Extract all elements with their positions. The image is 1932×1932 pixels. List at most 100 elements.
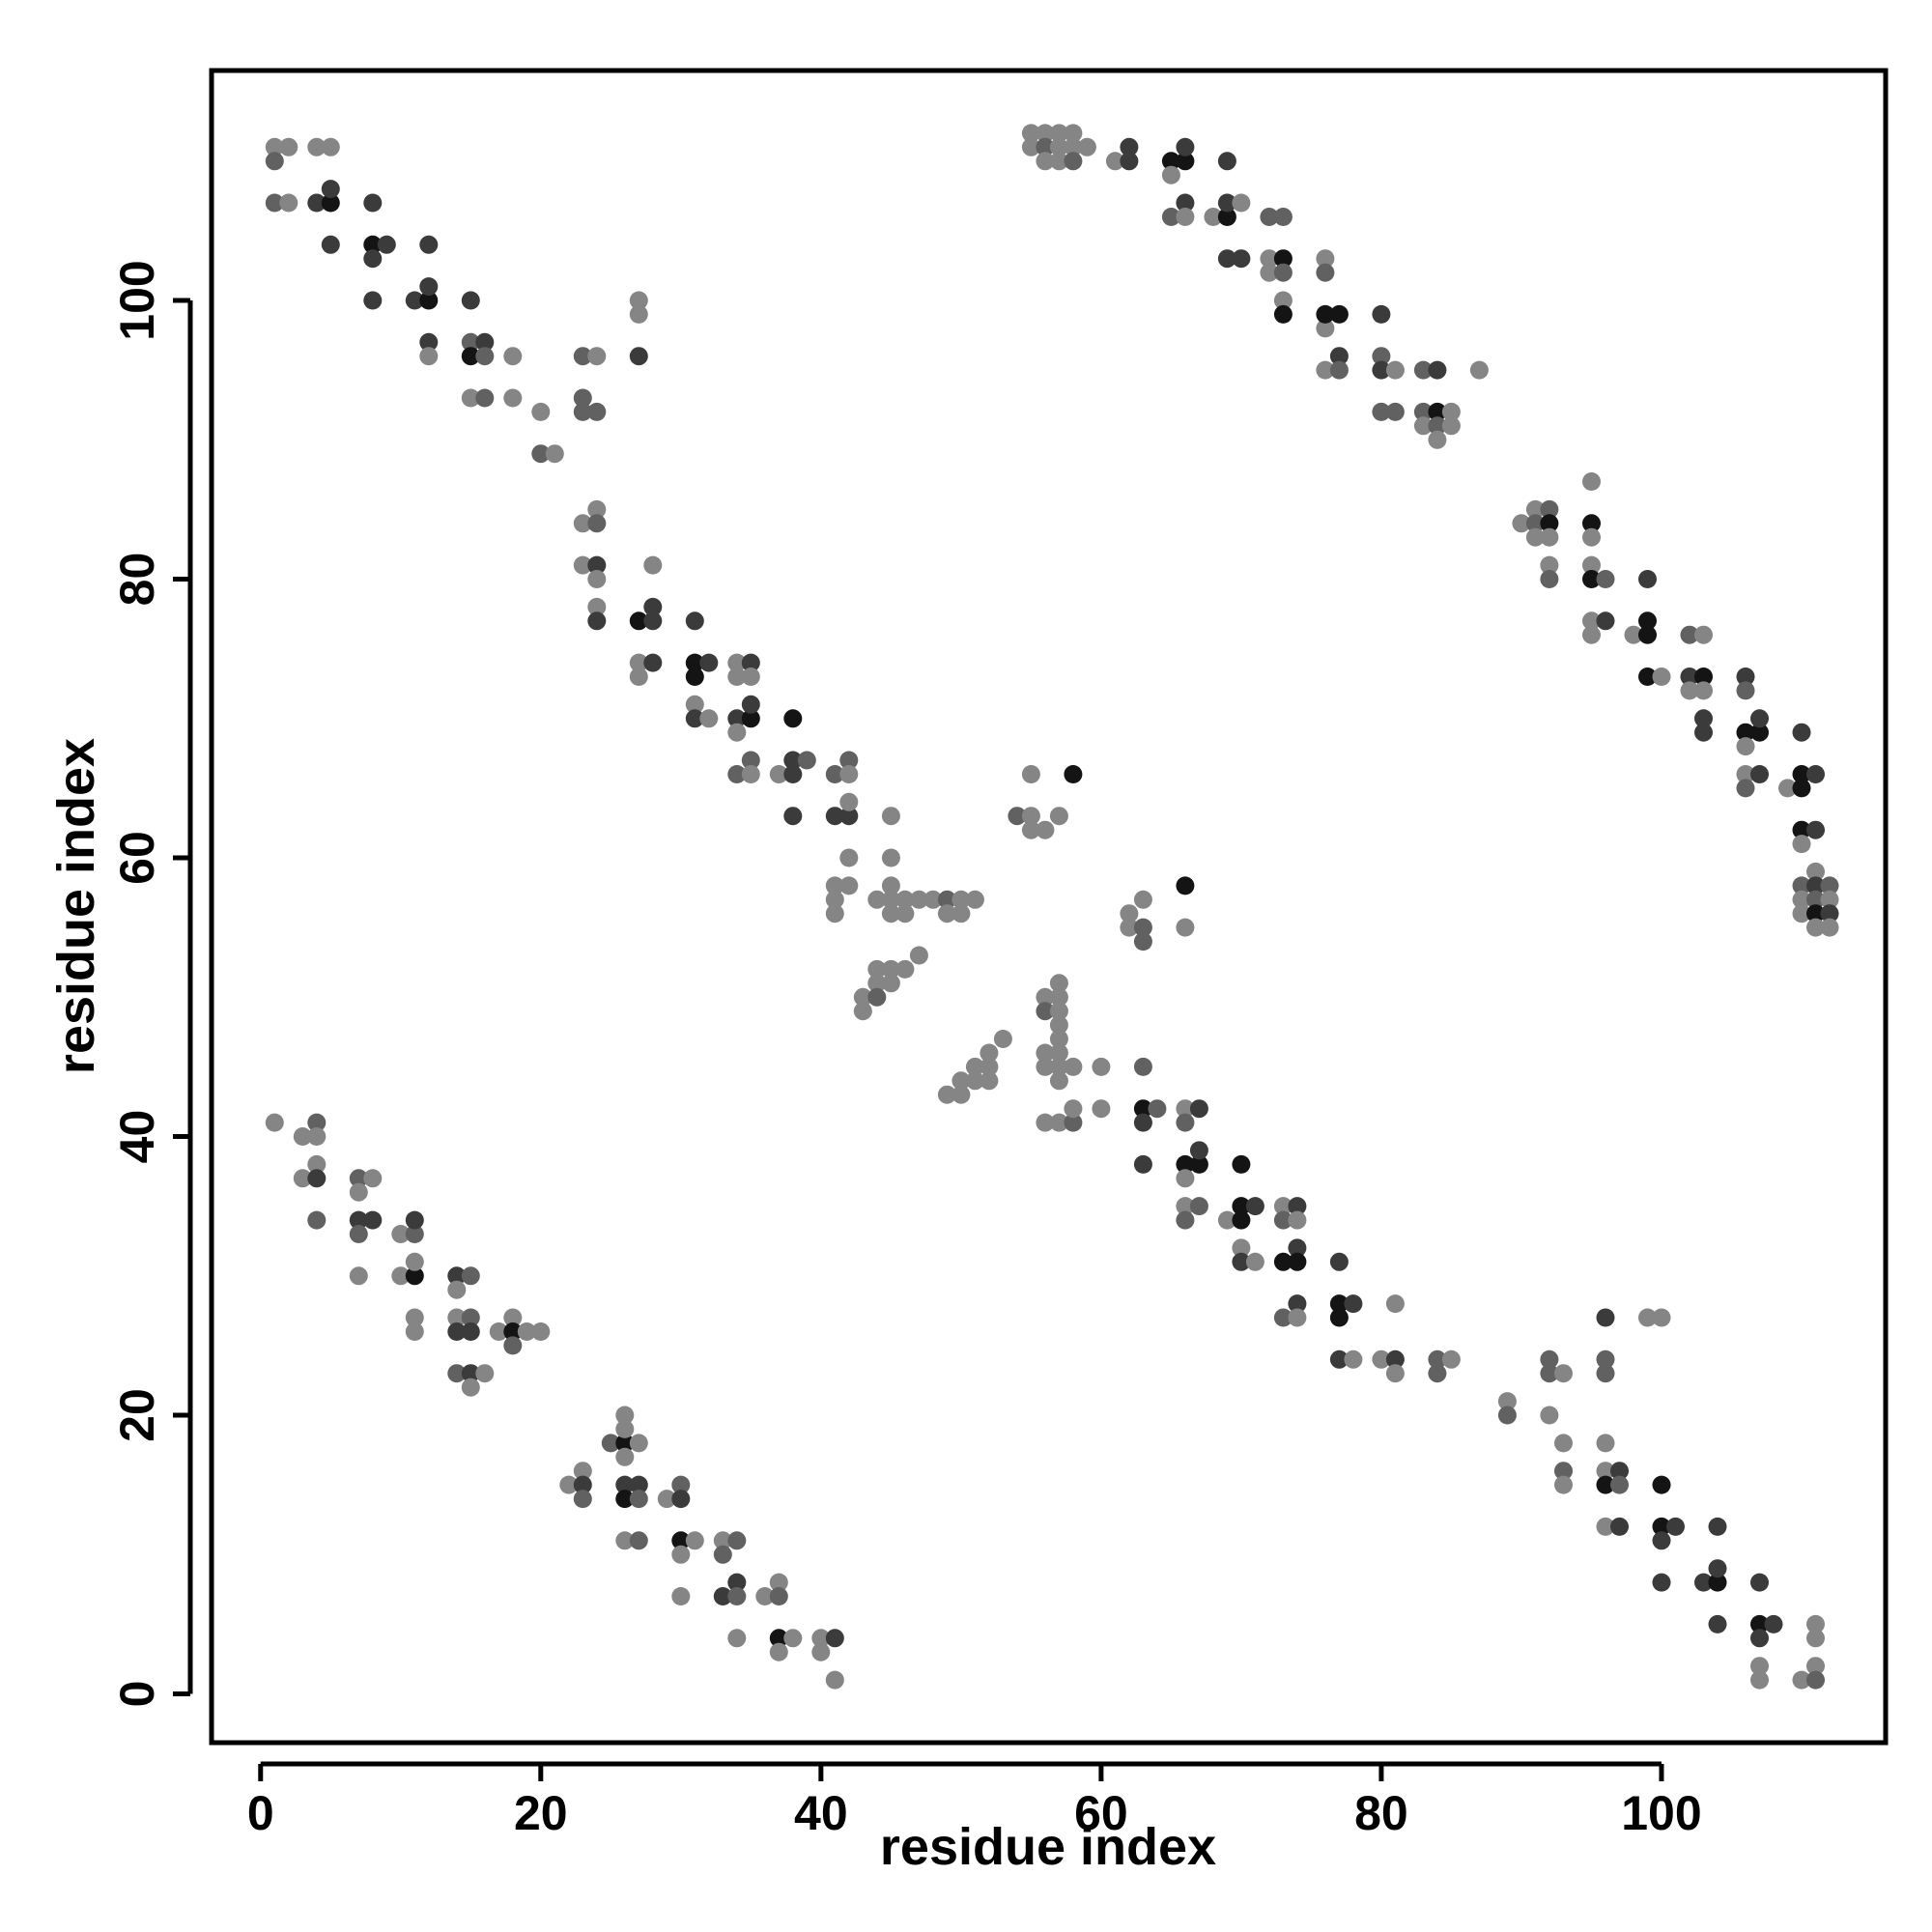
data-point	[1540, 570, 1559, 588]
data-point	[363, 235, 383, 254]
data-point	[1008, 807, 1027, 826]
data-point	[727, 1587, 747, 1605]
data-point	[980, 1043, 999, 1063]
data-point	[839, 751, 859, 770]
data-point	[1554, 1462, 1573, 1481]
data-point	[629, 1490, 648, 1509]
data-point	[1792, 765, 1811, 783]
data-point	[881, 959, 900, 979]
data-point	[853, 987, 872, 1007]
data-point	[1273, 291, 1293, 310]
data-point	[1750, 1573, 1769, 1592]
data-point	[1680, 668, 1699, 686]
data-point	[825, 1629, 844, 1648]
data-point	[643, 555, 663, 575]
data-point	[573, 555, 592, 575]
data-point	[573, 1462, 592, 1481]
data-point	[727, 709, 747, 728]
data-point	[1161, 152, 1180, 171]
data-point	[1441, 402, 1461, 421]
data-point	[825, 765, 844, 783]
data-point	[1596, 1308, 1615, 1327]
data-point	[1176, 1197, 1195, 1216]
data-point	[1232, 1210, 1251, 1230]
data-point	[1021, 820, 1040, 839]
data-point	[1666, 1517, 1685, 1536]
data-point	[1428, 416, 1447, 436]
y-axis-title: residue index	[47, 738, 105, 1074]
data-point	[1540, 499, 1559, 519]
data-point	[1176, 1154, 1195, 1174]
data-point	[391, 1225, 411, 1243]
data-point	[1806, 890, 1825, 909]
data-point	[573, 1475, 592, 1494]
data-point	[1638, 570, 1657, 588]
data-point	[1413, 416, 1433, 436]
x-tick-label: 80	[1354, 1786, 1408, 1840]
data-point	[1049, 124, 1068, 143]
data-point	[503, 388, 523, 408]
data-point	[839, 792, 859, 811]
data-point	[573, 402, 592, 421]
data-point	[1288, 1308, 1307, 1327]
data-point	[783, 1629, 803, 1648]
data-point	[629, 653, 648, 672]
data-point	[419, 291, 439, 310]
data-point	[1189, 1154, 1208, 1174]
data-point	[952, 1071, 971, 1091]
data-point	[643, 597, 663, 616]
data-point	[517, 1322, 536, 1341]
data-point	[307, 1113, 327, 1132]
data-point	[1694, 1573, 1713, 1592]
data-point	[307, 193, 327, 213]
data-point	[1316, 319, 1335, 338]
data-point	[1273, 1210, 1293, 1230]
data-point	[980, 1057, 999, 1076]
data-point	[363, 291, 383, 310]
data-point	[1792, 820, 1811, 839]
data-point	[1792, 779, 1811, 798]
data-point	[1792, 876, 1811, 895]
data-point	[783, 709, 803, 728]
y-tick-label: 60	[110, 831, 164, 885]
data-point	[1176, 1113, 1195, 1132]
data-point	[1694, 723, 1713, 742]
data-point	[1596, 1434, 1615, 1453]
data-point	[1638, 625, 1657, 644]
data-point	[1049, 1043, 1068, 1063]
data-point	[993, 1030, 1012, 1048]
data-point	[825, 876, 844, 895]
data-point	[1288, 1252, 1307, 1271]
data-point	[1049, 1113, 1068, 1132]
y-tick-label: 0	[110, 1681, 164, 1708]
data-point	[980, 1071, 999, 1091]
data-point	[1120, 137, 1139, 156]
data-point	[265, 1113, 284, 1132]
data-point	[685, 653, 704, 672]
data-point	[881, 876, 900, 895]
data-point	[1316, 304, 1335, 324]
data-point	[1329, 360, 1349, 380]
data-point	[1372, 1350, 1391, 1369]
data-point	[1036, 820, 1055, 839]
data-point	[713, 1587, 732, 1605]
data-point	[545, 444, 564, 464]
data-point	[489, 1322, 508, 1341]
data-point	[615, 1447, 635, 1466]
data-point	[349, 1210, 368, 1230]
data-point	[1372, 360, 1391, 380]
data-point	[1161, 165, 1180, 185]
data-point	[1273, 249, 1293, 269]
data-point	[629, 291, 648, 310]
x-axis-title: residue index	[880, 1818, 1216, 1876]
data-point	[1064, 124, 1083, 143]
data-point	[293, 1169, 312, 1188]
data-point	[1736, 681, 1755, 700]
data-point	[601, 1434, 620, 1453]
data-point	[1750, 765, 1769, 783]
data-point	[461, 388, 480, 408]
data-point	[1554, 1475, 1573, 1494]
data-point	[1497, 1392, 1517, 1411]
data-point	[1064, 152, 1083, 171]
